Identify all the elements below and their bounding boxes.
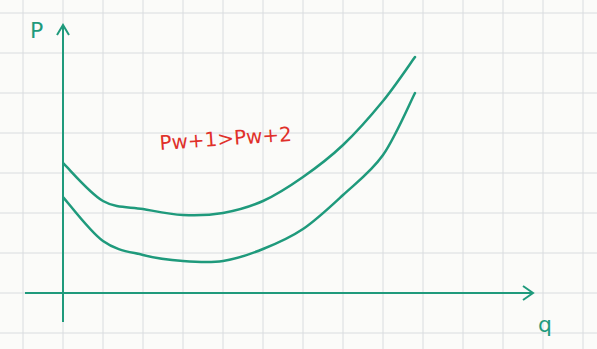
chart: Pq Pw+1>Pw+2 <box>0 0 597 349</box>
paper-line <box>0 173 597 174</box>
paper-line <box>0 333 597 334</box>
paper-line <box>543 0 544 349</box>
annotation: Pw+1>Pw+2 <box>159 122 293 155</box>
paper-line <box>0 133 597 134</box>
paper-line <box>263 0 264 349</box>
x-arrow <box>523 286 533 300</box>
curve <box>63 57 415 215</box>
curves <box>63 57 415 262</box>
paper-line <box>23 0 24 349</box>
paper-line <box>0 293 597 294</box>
x-axis <box>25 292 533 294</box>
paper-line <box>63 0 64 349</box>
paper-line <box>423 0 424 349</box>
paper-line <box>223 0 224 349</box>
y-axis <box>62 25 64 322</box>
paper-line <box>0 93 597 94</box>
paper-line <box>463 0 464 349</box>
paper-line <box>343 0 344 349</box>
y-axis-title: P <box>30 18 43 43</box>
chart-root: Pq Pw+1>Pw+2 <box>0 0 597 349</box>
paper-line <box>103 0 104 349</box>
paper-line <box>503 0 504 349</box>
paper-line <box>183 0 184 349</box>
paper-line <box>0 13 597 14</box>
paper-line <box>0 53 597 54</box>
paper-line <box>0 213 597 214</box>
curve <box>63 93 415 262</box>
paper-line <box>143 0 144 349</box>
paper-line <box>0 253 597 254</box>
paper-line <box>583 0 584 349</box>
paper-grid <box>0 0 597 349</box>
y-arrow <box>57 25 69 35</box>
x-axis-title: q <box>538 312 552 337</box>
paper-line <box>303 0 304 349</box>
paper-line <box>383 0 384 349</box>
